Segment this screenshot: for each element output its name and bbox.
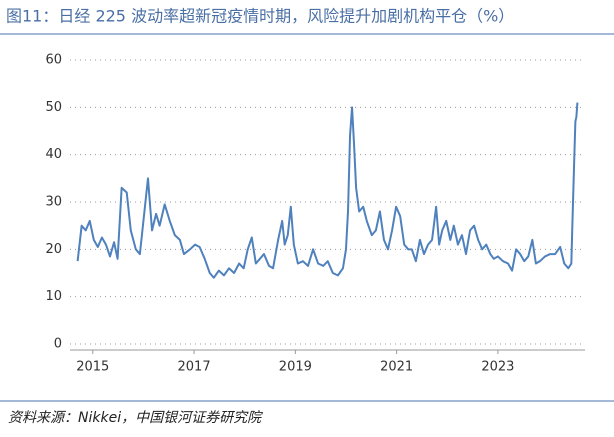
y-tick-label: 10 [45, 289, 62, 304]
y-tick-label: 0 [54, 337, 62, 352]
y-tick-label: 30 [45, 195, 62, 210]
y-tick-label: 20 [45, 242, 62, 257]
y-tick-label: 50 [45, 100, 62, 115]
y-tick-label: 60 [45, 53, 62, 68]
x-tick-label: 2017 [178, 360, 211, 375]
x-tick-label: 2015 [76, 360, 109, 375]
source-note: 资料来源：Nikkei，中国银河证券研究院 [8, 410, 263, 426]
x-tick-label: 2023 [481, 360, 514, 375]
data-line [76, 102, 579, 279]
y-tick-label: 40 [45, 147, 62, 162]
x-tick-label: 2019 [279, 360, 312, 375]
chart-title: 图11：日经 225 波动率超新冠疫情时期，风险提升加剧机构平仓（%） [6, 7, 514, 26]
x-tick-label: 2021 [380, 360, 413, 375]
